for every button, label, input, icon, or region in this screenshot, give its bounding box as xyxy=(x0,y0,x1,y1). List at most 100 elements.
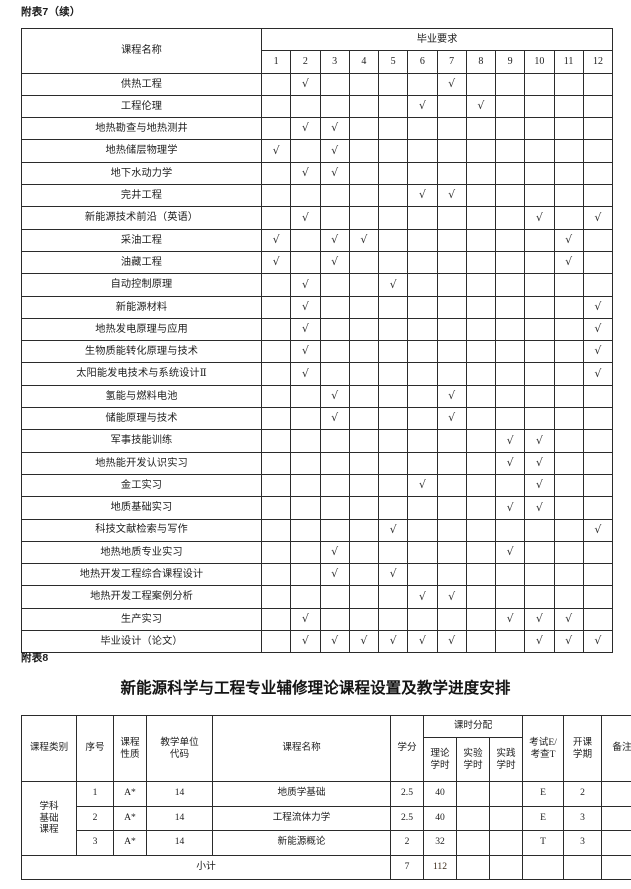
check-mark-icon: √ xyxy=(331,121,339,135)
requirement-cell-12 xyxy=(582,161,614,186)
requirement-cell-5 xyxy=(377,496,409,520)
table7-container: 课程名称 毕业要求 1 2 3 4 5 6 7 8 9 10 11 12 供热工程 √ √ 工程伦理 √ √ 地热… xyxy=(21,27,614,654)
requirement-cell-7 xyxy=(436,518,467,542)
requirement-cell-9 xyxy=(494,585,526,609)
requirement-cell-2 xyxy=(290,94,321,119)
check-mark-icon: √ xyxy=(418,478,426,492)
check-mark-icon: √ xyxy=(448,589,456,603)
header-course-nature-line1: 课程 xyxy=(120,737,140,749)
requirement-cell-9: √ xyxy=(494,451,526,475)
course-name-cell: 地热储层物理学 xyxy=(21,139,262,163)
requirement-cell-9 xyxy=(494,384,526,409)
opening-term-cell: 3 xyxy=(563,805,602,831)
course-name-cell: 毕业设计（论文） xyxy=(21,630,262,654)
requirement-cell-5: √ xyxy=(377,630,409,654)
requirement-cell-5 xyxy=(377,161,409,186)
requirement-cell-4 xyxy=(348,540,380,565)
requirement-cell-2: √ xyxy=(290,206,321,230)
requirement-cell-4 xyxy=(348,362,380,386)
requirement-cell-7 xyxy=(436,340,467,364)
requirement-cell-9 xyxy=(494,317,526,342)
index-cell: 3 xyxy=(76,830,114,856)
requirement-cell-7 xyxy=(436,206,467,230)
subtotal-exam-type xyxy=(522,854,564,880)
requirement-cell-3: √ xyxy=(319,563,350,587)
requirement-cell-8 xyxy=(465,228,497,252)
check-mark-icon: √ xyxy=(418,188,426,202)
requirement-cell-10 xyxy=(524,563,555,587)
requirement-cell-1 xyxy=(260,473,292,498)
requirement-cell-9: √ xyxy=(494,496,526,520)
requirement-cell-7: √ xyxy=(436,384,467,409)
requirement-cell-8 xyxy=(465,496,497,520)
requirement-cell-2 xyxy=(290,429,321,453)
teaching-unit-cell: 14 xyxy=(146,781,213,807)
requirement-cell-10: √ xyxy=(524,429,555,453)
check-mark-icon: √ xyxy=(565,255,573,269)
requirement-cell-3 xyxy=(319,72,350,96)
check-mark-icon: √ xyxy=(594,322,602,336)
requirement-cell-11 xyxy=(553,563,584,587)
requirement-cell-8 xyxy=(465,317,497,342)
requirement-cell-7 xyxy=(436,273,467,297)
course-name-cell: 储能原理与技术 xyxy=(21,407,262,431)
header-requirement-3: 3 xyxy=(319,50,350,74)
header-exam-type: 考试E/ 考查T xyxy=(522,715,564,782)
check-mark-icon: √ xyxy=(594,522,602,536)
requirement-cell-6 xyxy=(407,295,438,319)
requirement-cell-6: √ xyxy=(407,94,438,119)
check-mark-icon: √ xyxy=(331,411,339,425)
requirement-cell-1 xyxy=(260,607,292,632)
requirement-cell-10 xyxy=(524,585,555,609)
table8-container: 课程类别 序号 课程 性质 教学单位 代码 课程名称 学分 课时分配 考试E/ xyxy=(21,715,631,880)
requirement-cell-1 xyxy=(260,72,292,96)
requirement-cell-6: √ xyxy=(407,473,438,498)
requirement-cell-7: √ xyxy=(436,407,467,431)
table-row: 2 A* 14 工程流体力学 2.5 40 E 3 xyxy=(22,805,631,831)
table8-body: 学科 基础 课程 1 A* 14 地质学基础 2.5 40 E 2 2 A* 14 工程流体力学 2.5 40 E… xyxy=(21,781,631,880)
requirement-cell-6 xyxy=(407,317,438,342)
requirement-cell-1 xyxy=(260,161,292,186)
requirement-cell-4 xyxy=(348,117,380,141)
credits-cell: 2 xyxy=(390,830,424,856)
requirement-cell-1 xyxy=(260,563,292,587)
requirement-cell-6 xyxy=(407,117,438,141)
course-name-cell: 完井工程 xyxy=(21,184,262,208)
requirement-cell-8 xyxy=(465,540,497,565)
table-row: 生物质能转化原理与技术 √ √ xyxy=(21,340,614,364)
requirement-cell-2: √ xyxy=(290,161,321,186)
course-name-cell: 金工实习 xyxy=(21,473,262,498)
requirement-cell-6 xyxy=(407,407,438,431)
course-name-cell: 地热发电原理与应用 xyxy=(21,317,262,342)
requirement-cell-1: √ xyxy=(260,250,292,275)
requirement-cell-4 xyxy=(348,184,380,208)
requirement-cell-6 xyxy=(407,451,438,475)
practice-hours-cell xyxy=(489,830,523,856)
requirement-cell-8 xyxy=(465,473,497,498)
header-exam-type-line2: 考查T xyxy=(530,748,556,760)
requirement-cell-11 xyxy=(553,384,584,409)
check-mark-icon: √ xyxy=(448,411,456,425)
requirement-cell-8 xyxy=(465,184,497,208)
requirement-cell-10 xyxy=(524,139,555,163)
subtotal-credits: 7 xyxy=(390,854,424,880)
header-theory-hours-line2: 学时 xyxy=(430,759,450,771)
requirement-cell-10: √ xyxy=(524,451,555,475)
requirement-cell-8 xyxy=(465,117,497,141)
check-mark-icon: √ xyxy=(301,344,309,358)
requirement-cell-1 xyxy=(260,273,292,297)
requirement-cell-10 xyxy=(524,184,555,208)
requirement-cell-7 xyxy=(436,451,467,475)
requirement-cell-6 xyxy=(407,139,438,163)
check-mark-icon: √ xyxy=(535,210,543,224)
header-requirement-1: 1 xyxy=(260,50,292,74)
course-name-cell: 新能源技术前沿（英语） xyxy=(21,206,262,230)
requirement-cell-9: √ xyxy=(494,607,526,632)
requirement-cell-2 xyxy=(290,384,321,409)
requirement-cell-12: √ xyxy=(582,317,614,342)
experiment-hours-cell xyxy=(456,781,490,807)
table-row: 新能源技术前沿（英语） √ √ √ xyxy=(21,206,614,230)
requirement-cell-12 xyxy=(582,496,614,520)
requirement-cell-8 xyxy=(465,139,497,163)
check-mark-icon: √ xyxy=(594,634,602,648)
